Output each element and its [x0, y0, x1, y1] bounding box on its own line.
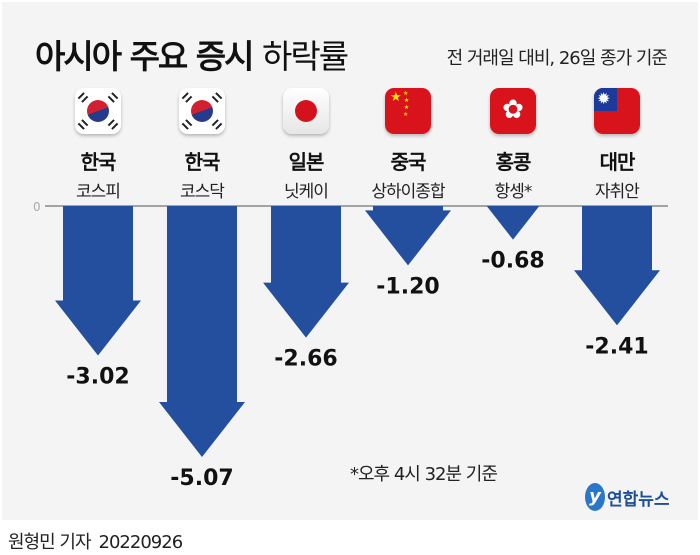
value-label-1: -5.07: [170, 466, 233, 491]
bar-arrow-1: [159, 206, 245, 457]
country-label: 한국: [184, 150, 221, 174]
yonhap-logo: y 연합뉴스: [585, 483, 670, 511]
bar-arrow-2: [263, 206, 349, 338]
china-flag-icon: ★ ★ ★ ★ ★: [385, 88, 431, 134]
reporter: 원형민 기자: [8, 532, 92, 553]
country-label: 대만: [599, 150, 636, 174]
country-label: 한국: [80, 150, 117, 174]
bar-arrow-0: [55, 206, 141, 356]
title-light: 하락률: [262, 37, 349, 76]
bar-arrow-4: [486, 206, 540, 240]
bar-arrow-3: [365, 206, 451, 266]
logo-mark-icon: y: [585, 483, 605, 511]
date: 20220926: [98, 532, 184, 553]
chart-subtitle: 전 거래일 대비, 26일 종가 기준: [446, 48, 668, 69]
bar-arrow-5: [574, 206, 660, 326]
value-label-2: -2.66: [274, 347, 337, 372]
korea-flag-icon: [179, 88, 225, 134]
hongkong-flag-icon: ✿: [490, 88, 536, 134]
index-label: 상하이종합: [371, 182, 445, 202]
title-bold: 아시아 주요 증시: [35, 37, 254, 76]
taiwan-flag-icon: ✹: [594, 88, 640, 134]
zero-tick-label: 0: [33, 200, 41, 214]
country-label: 일본: [288, 150, 325, 174]
value-label-3: -1.20: [376, 274, 439, 299]
index-label: 항셍*: [494, 182, 533, 202]
value-label-5: -2.41: [585, 334, 648, 359]
index-label: 자취안: [595, 182, 640, 202]
logo-text: 연합뉴스: [607, 489, 670, 510]
korea-flag-icon: [75, 88, 121, 134]
index-label: 코스피: [76, 182, 121, 202]
index-label: 코스닥: [180, 182, 225, 202]
value-label-4: -0.68: [481, 249, 544, 274]
country-label: 홍콩: [495, 150, 532, 174]
value-label-0: -3.02: [66, 364, 129, 389]
japan-flag-icon: [283, 88, 329, 134]
index-label: 닛케이: [284, 182, 329, 202]
credit: 원형민 기자 20220926: [8, 528, 190, 554]
country-label: 중국: [390, 150, 427, 174]
footnote: *오후 4시 32분 기준: [350, 464, 498, 485]
chart-title: 아시아 주요 증시 하락률: [35, 30, 349, 78]
